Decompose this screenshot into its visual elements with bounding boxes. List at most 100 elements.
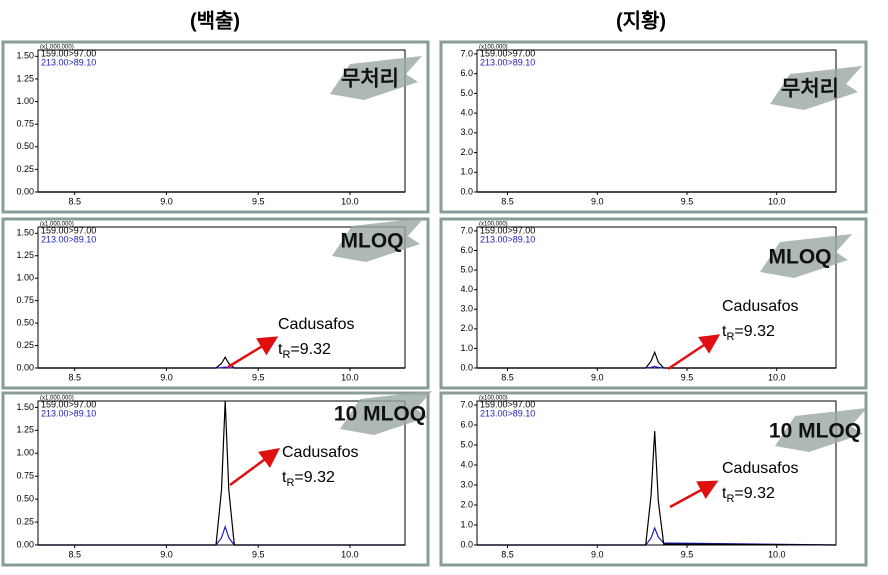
y-tick-label: 4.0 <box>460 107 473 117</box>
y-tick-label: 0.0 <box>460 186 473 196</box>
y-tick-label: 1.50 <box>16 402 34 412</box>
plot-area <box>476 49 837 193</box>
x-tick-label: 9.0 <box>591 196 604 206</box>
y-tick-label: 7.0 <box>460 225 473 235</box>
legend-entry: 213.00>89.10 <box>480 408 535 418</box>
arrow <box>229 448 281 487</box>
legend-entry: 159.00>97.00 <box>41 225 96 235</box>
y-tick-label: 1.50 <box>16 51 34 61</box>
y-tick-label: 0.00 <box>16 362 34 372</box>
panel-label: 10 MLOQ <box>769 420 861 443</box>
series-line <box>477 430 837 546</box>
x-tick-label: 8.5 <box>501 372 514 382</box>
y-tick-label: 1.0 <box>460 167 473 177</box>
y-tick-label: 2.0 <box>460 323 473 333</box>
x-tick-label: 9.5 <box>681 372 694 382</box>
x-tick-label: 10.0 <box>341 549 359 559</box>
column-title: (지황) <box>616 9 666 32</box>
panel-label: 무처리 <box>781 78 839 101</box>
y-tick-label: 6.0 <box>460 419 473 429</box>
axis-multiplier: (x1,000,000) <box>40 222 74 228</box>
y-tick-label: 0.50 <box>16 141 34 151</box>
rt-subscript: R <box>726 331 734 343</box>
rt-prefix: t <box>722 485 727 502</box>
rt-subscript: R <box>726 493 734 505</box>
panel-frame <box>439 40 868 214</box>
x-tick-label: 9.5 <box>252 372 265 382</box>
x-tick-label: 9.0 <box>591 549 604 559</box>
legend-entry: 213.00>89.10 <box>480 234 535 244</box>
retention-time: tR=9.32 <box>722 323 775 343</box>
x-tick-label: 10.0 <box>768 372 786 382</box>
legend-entry: 213.00>89.10 <box>41 408 96 418</box>
y-tick-label: 0.50 <box>16 494 34 504</box>
x-tick-label: 10.0 <box>341 372 359 382</box>
retention-time: tR=9.32 <box>282 469 335 489</box>
y-tick-label: 4.0 <box>460 459 473 469</box>
panel-frame <box>1 217 430 390</box>
annotation: Cadusafos <box>722 460 799 477</box>
arrow <box>227 336 279 369</box>
x-tick-label: 8.5 <box>68 549 81 559</box>
x-tick-label: 9.0 <box>160 372 173 382</box>
legend-entry: 159.00>97.00 <box>41 399 96 409</box>
annotation: Cadusafos <box>278 316 355 333</box>
axis-multiplier: (x100,000) <box>479 222 508 228</box>
x-tick-label: 10.0 <box>341 196 359 206</box>
label-brush <box>770 66 862 110</box>
rt-prefix: t <box>282 469 287 486</box>
y-tick-label: 5.0 <box>460 264 473 274</box>
y-tick-label: 3.0 <box>460 304 473 314</box>
rt-suffix: =9.32 <box>734 323 775 340</box>
rt-suffix: =9.32 <box>290 341 331 358</box>
panel-frame <box>439 391 868 567</box>
y-tick-label: 7.0 <box>460 48 473 58</box>
y-tick-label: 6.0 <box>460 68 473 78</box>
y-tick-label: 1.00 <box>16 96 34 106</box>
label-brush <box>760 234 852 278</box>
y-tick-label: 2.0 <box>460 147 473 157</box>
y-tick-label: 0.25 <box>16 340 34 350</box>
y-tick-label: 0.75 <box>16 119 34 129</box>
y-tick-label: 1.00 <box>16 448 34 458</box>
y-tick-label: 4.0 <box>460 284 473 294</box>
y-tick-label: 3.0 <box>460 479 473 489</box>
axis-multiplier: (x100,000) <box>479 45 508 51</box>
rt-subscript: R <box>286 477 294 489</box>
y-tick-label: 0.75 <box>16 471 34 481</box>
legend-entry: 159.00>97.00 <box>480 48 535 58</box>
panel-frame <box>1 391 430 567</box>
retention-time: tR=9.32 <box>278 341 331 361</box>
label-brush <box>332 218 424 262</box>
rt-prefix: t <box>722 323 727 340</box>
rt-prefix: t <box>278 341 283 358</box>
legend-entry: 213.00>89.10 <box>41 57 96 67</box>
y-tick-label: 7.0 <box>460 399 473 409</box>
panel-label: MLOQ <box>341 230 404 253</box>
x-tick-label: 10.0 <box>768 549 786 559</box>
series-line <box>38 400 405 546</box>
y-tick-label: 0.50 <box>16 317 34 327</box>
x-tick-label: 9.5 <box>252 549 265 559</box>
rt-suffix: =9.32 <box>734 485 775 502</box>
y-tick-label: 0.0 <box>460 362 473 372</box>
y-tick-label: 0.75 <box>16 295 34 305</box>
label-brush <box>775 408 867 452</box>
panel-frame <box>439 217 868 390</box>
label-brush <box>330 56 422 100</box>
rt-subscript: R <box>282 349 290 361</box>
y-tick-label: 1.0 <box>460 519 473 529</box>
arrow <box>669 480 719 509</box>
x-tick-label: 10.0 <box>768 196 786 206</box>
y-tick-label: 0.25 <box>16 164 34 174</box>
axis-multiplier: (x100,000) <box>479 396 508 402</box>
legend-entry: 159.00>97.00 <box>480 225 535 235</box>
x-tick-label: 8.5 <box>501 196 514 206</box>
x-tick-label: 9.0 <box>160 196 173 206</box>
y-tick-label: 6.0 <box>460 245 473 255</box>
x-tick-label: 9.5 <box>681 549 694 559</box>
y-tick-label: 5.0 <box>460 88 473 98</box>
x-tick-label: 9.5 <box>681 196 694 206</box>
arrow <box>667 334 721 371</box>
y-tick-label: 0.00 <box>16 539 34 549</box>
